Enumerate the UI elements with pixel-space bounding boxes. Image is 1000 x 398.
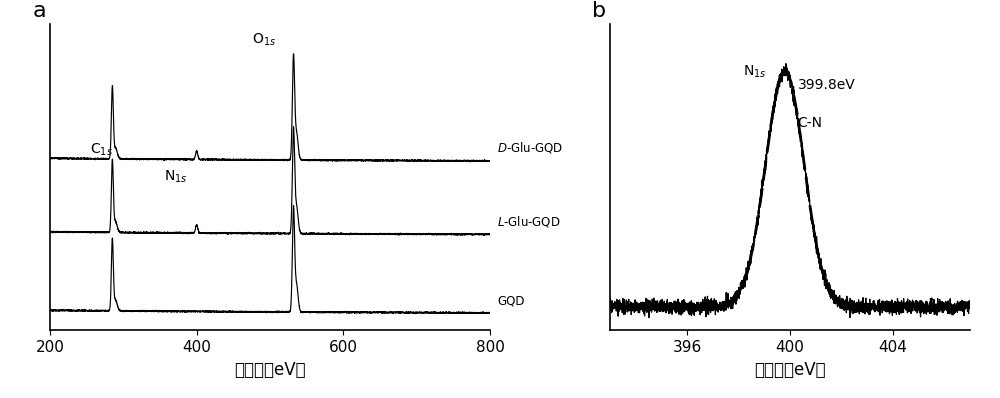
Text: N$_{1s}$: N$_{1s}$ <box>164 169 188 185</box>
Text: 399.8eV: 399.8eV <box>798 78 855 92</box>
X-axis label: 结合能（eV）: 结合能（eV） <box>234 361 306 378</box>
Text: $\mathit{D}$-Glu-GQD: $\mathit{D}$-Glu-GQD <box>497 140 563 156</box>
Text: GQD: GQD <box>497 295 525 308</box>
Text: C$_{1s}$: C$_{1s}$ <box>90 142 113 158</box>
Text: O$_{1s}$: O$_{1s}$ <box>252 31 276 48</box>
X-axis label: 结合能（eV）: 结合能（eV） <box>754 361 826 378</box>
Text: N$_{1s}$: N$_{1s}$ <box>743 64 767 80</box>
Text: $\mathit{L}$-Glu-GQD: $\mathit{L}$-Glu-GQD <box>497 214 561 229</box>
Text: b: b <box>592 1 606 21</box>
Text: a: a <box>32 1 46 21</box>
Text: C-N: C-N <box>798 116 823 130</box>
